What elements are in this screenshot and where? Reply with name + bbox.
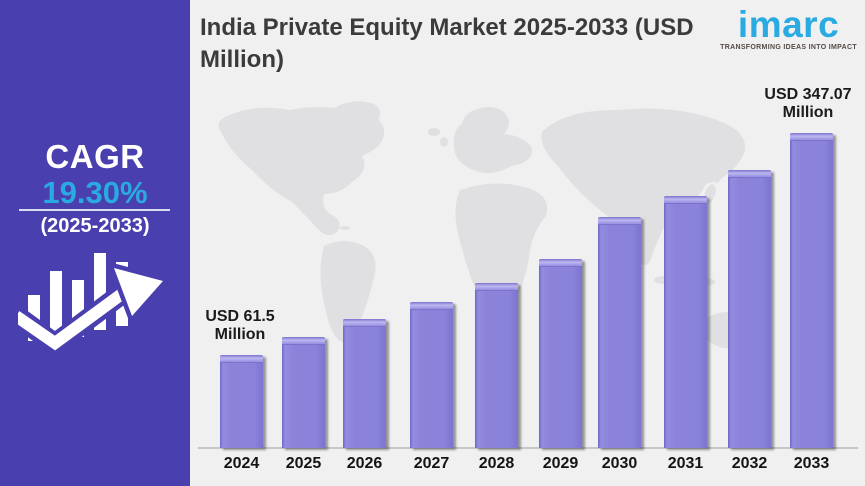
value-label-2024-line1: USD 61.5: [205, 308, 275, 325]
imarc-logo-text: imarc: [737, 4, 840, 45]
cagr-divider: [19, 209, 170, 211]
bar-2028: [475, 283, 518, 448]
x-tick-2025: 2025: [285, 455, 322, 472]
x-tick-2029: 2029: [542, 455, 579, 472]
chart-area: India Private Equity Market 2025-2033 (U…: [190, 0, 865, 486]
x-tick-2027: 2027: [413, 455, 450, 472]
bar-2027: [410, 302, 453, 448]
value-label-2024: USD 61.5 Million: [205, 308, 274, 345]
x-tick-2030: 2030: [601, 455, 638, 472]
x-tick-2024: 2024: [223, 455, 260, 472]
bar-2026: [343, 319, 386, 448]
value-label-2024-line2: Million: [214, 326, 266, 344]
cagr-label: CAGR: [45, 138, 145, 175]
bar-2025: [282, 337, 325, 448]
x-tick-2031: 2031: [667, 455, 704, 472]
value-label-2033-line1: USD 347.07: [764, 86, 852, 103]
bar-2024: [220, 355, 263, 448]
growth-bar-chart-with-up-arrow-icon: [18, 253, 168, 358]
sidebar: CAGR 19.30% (2025-2033): [0, 0, 190, 486]
bar-2029: [539, 259, 582, 448]
chart-title: India Private Equity Market 2025-2033 (U…: [200, 14, 694, 73]
bar-2031: [664, 196, 707, 448]
imarc-logo: imarc TRANSFORMING IDEAS INTO IMPACT: [720, 6, 857, 51]
imarc-logo-tagline: TRANSFORMING IDEAS INTO IMPACT: [720, 44, 857, 51]
x-tick-2033: 2033: [793, 455, 830, 472]
x-tick-2028: 2028: [478, 455, 515, 472]
bar-2030: [598, 217, 641, 448]
value-label-2033: USD 347.07 Million: [764, 86, 851, 123]
x-axis-line: [198, 447, 858, 449]
value-label-2033-line2: Million: [782, 104, 834, 122]
cagr-period: (2025-2033): [40, 215, 150, 237]
cagr-value: 19.30%: [42, 175, 148, 210]
bar-2032: [728, 170, 771, 448]
bar-2033: [790, 133, 833, 448]
x-tick-2032: 2032: [731, 455, 768, 472]
x-tick-2026: 2026: [346, 455, 383, 472]
